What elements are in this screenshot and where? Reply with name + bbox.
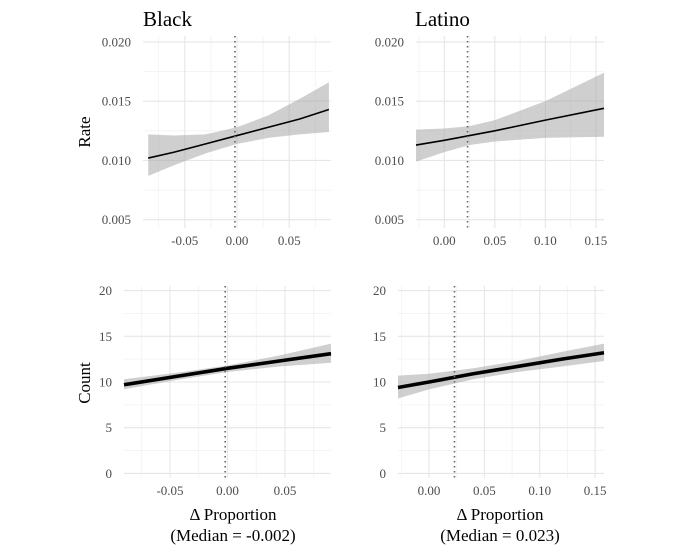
- panel-latino-count: 0.00 0.05 0.10 0.15 0 5 10 15 20: [373, 283, 607, 498]
- black-rate-x-tick-label: 0.00: [226, 233, 249, 248]
- latino-count-y-tick-label: 10: [373, 375, 386, 390]
- latino-count-y-tick-label: 20: [373, 283, 386, 298]
- latino-rate-x-tick-label: 0.10: [534, 233, 557, 248]
- y-axis-title-rate: Rate: [75, 116, 94, 147]
- latino-count-y-tick-label: 5: [380, 420, 387, 435]
- black-rate-x-tick-label: 0.05: [278, 233, 301, 248]
- black-rate-y-tick-label: 0.020: [102, 34, 131, 49]
- latino-count-x-tick-label: 0.05: [473, 483, 496, 498]
- black-count-y-tick-label: 10: [99, 375, 112, 390]
- black-count-x-tick-label: 0.05: [274, 483, 297, 498]
- latino-rate-x-tick-label: 0.05: [483, 233, 506, 248]
- latino-count-x-tick-label: 0.15: [584, 483, 607, 498]
- latino-rate-y-tick-label: 0.005: [375, 212, 404, 227]
- black-rate-y-tick-label: 0.015: [102, 94, 131, 109]
- black-count-x-tick-label: 0.00: [216, 483, 239, 498]
- panel-black-rate: -0.05 0.00 0.05 0.005 0.010 0.015 0.020: [102, 34, 331, 248]
- panel-title-latino: Latino: [415, 7, 470, 31]
- latino-count-y-tick-label: 0: [380, 466, 387, 481]
- black-count-y-tick-label: 15: [99, 329, 112, 344]
- x-axis-title-black: Δ Proportion: [190, 505, 277, 524]
- black-count-y-tick-label: 5: [106, 420, 113, 435]
- latino-rate-y-tick-label: 0.020: [375, 34, 404, 49]
- black-count-y-tick-label: 0: [106, 466, 113, 481]
- x-axis-title-latino: Δ Proportion: [457, 505, 544, 524]
- black-rate-ci-ribbon: [148, 82, 329, 176]
- black-count-x-tick-label: -0.05: [156, 483, 183, 498]
- latino-count-y-tick-label: 15: [373, 329, 386, 344]
- panel-latino-rate: 0.00 0.05 0.10 0.15 0.005 0.010 0.015 0.020: [375, 34, 608, 248]
- panel-title-black: Black: [143, 7, 192, 31]
- black-rate-fit-line: [148, 108, 330, 159]
- latino-rate-y-tick-label: 0.015: [375, 94, 404, 109]
- latino-rate-y-tick-label: 0.010: [375, 153, 404, 168]
- panel-black-count: -0.05 0.00 0.05 0 5 10 15 20: [99, 283, 332, 498]
- black-rate-x-tick-label: -0.05: [171, 233, 198, 248]
- x-axis-subtitle-black: (Median = -0.002): [170, 526, 295, 545]
- latino-count-x-tick-label: 0.10: [528, 483, 551, 498]
- black-count-y-tick-label: 20: [99, 283, 112, 298]
- latino-count-fit-line: [397, 350, 605, 390]
- latino-rate-x-tick-label: 0.00: [433, 233, 456, 248]
- latino-count-x-tick-label: 0.00: [418, 483, 441, 498]
- x-axis-subtitle-latino: (Median = 0.023): [440, 526, 560, 545]
- black-count-fit-line: [123, 351, 332, 387]
- latino-rate-ci-ribbon: [416, 72, 604, 162]
- latino-rate-x-tick-label: 0.15: [585, 233, 608, 248]
- black-rate-y-tick-label: 0.010: [102, 153, 131, 168]
- black-rate-y-tick-label: 0.005: [102, 212, 131, 227]
- latino-count-ci-ribbon: [398, 343, 604, 399]
- latino-rate-fit-line: [415, 107, 605, 146]
- y-axis-title-count: Count: [75, 362, 94, 404]
